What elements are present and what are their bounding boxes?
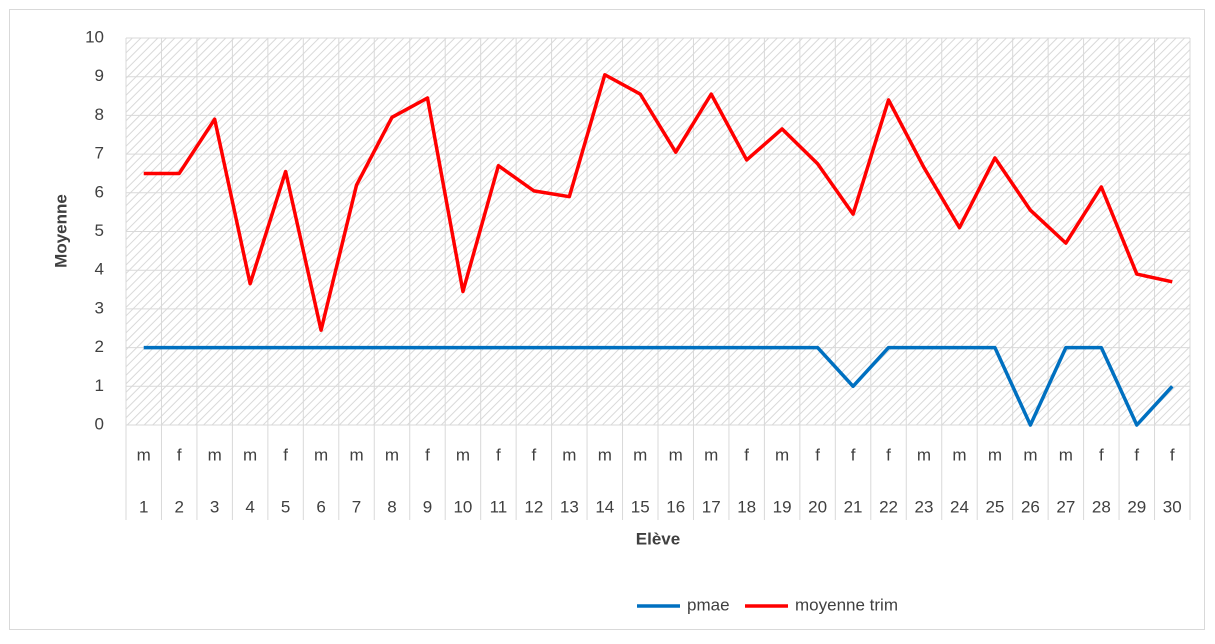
x-tick-label: 2 bbox=[174, 497, 183, 516]
x-subcategory-label: m bbox=[952, 445, 966, 464]
x-subcategory-label: m bbox=[208, 445, 222, 464]
x-subcategory-label: m bbox=[633, 445, 647, 464]
x-subcategory-label: m bbox=[1023, 445, 1037, 464]
x-subcategory-label: m bbox=[775, 445, 789, 464]
x-subcategory-label: m bbox=[562, 445, 576, 464]
x-tick-label: 27 bbox=[1056, 497, 1075, 516]
x-subcategory-label: f bbox=[1134, 445, 1139, 464]
x-subcategory-label: f bbox=[1170, 445, 1175, 464]
y-tick-label: 2 bbox=[95, 337, 104, 356]
x-subcategory-label: f bbox=[177, 445, 182, 464]
x-tick-label: 19 bbox=[773, 497, 792, 516]
x-tick-label: 15 bbox=[631, 497, 650, 516]
x-tick-label: 26 bbox=[1021, 497, 1040, 516]
x-subcategory-label: m bbox=[456, 445, 470, 464]
x-subcategory-label: m bbox=[917, 445, 931, 464]
x-tick-label: 20 bbox=[808, 497, 827, 516]
x-tick-label: 3 bbox=[210, 497, 219, 516]
y-tick-label: 4 bbox=[95, 260, 104, 279]
x-tick-label: 6 bbox=[316, 497, 325, 516]
x-tick-label: 9 bbox=[423, 497, 432, 516]
x-tick-label: 17 bbox=[702, 497, 721, 516]
x-tick-label: 10 bbox=[453, 497, 472, 516]
x-tick-label: 8 bbox=[387, 497, 396, 516]
x-subcategory-label: m bbox=[704, 445, 718, 464]
y-axis-label: Moyenne bbox=[51, 194, 70, 268]
x-tick-label: 23 bbox=[915, 497, 934, 516]
x-subcategory-label: m bbox=[243, 445, 257, 464]
x-tick-label: 4 bbox=[245, 497, 254, 516]
x-subcategory-label: m bbox=[349, 445, 363, 464]
x-subcategory-label: m bbox=[988, 445, 1002, 464]
x-subcategory-label: f bbox=[815, 445, 820, 464]
x-tick-label: 22 bbox=[879, 497, 898, 516]
x-tick-label: 7 bbox=[352, 497, 361, 516]
x-subcategory-label: f bbox=[283, 445, 288, 464]
x-tick-label: 30 bbox=[1163, 497, 1182, 516]
x-subcategory-label: m bbox=[598, 445, 612, 464]
x-tick-label: 11 bbox=[490, 497, 508, 516]
y-tick-label: 9 bbox=[95, 66, 104, 85]
y-tick-label: 0 bbox=[95, 414, 104, 433]
x-subcategory-label: f bbox=[851, 445, 856, 464]
x-subcategory-label: f bbox=[744, 445, 749, 464]
x-subcategory-label: f bbox=[886, 445, 891, 464]
x-subcategory-label: m bbox=[314, 445, 328, 464]
y-tick-label: 5 bbox=[95, 221, 104, 240]
line bbox=[143, 345, 1174, 427]
x-axis-label: Elève bbox=[636, 529, 680, 548]
x-subcategory-label: f bbox=[425, 445, 430, 464]
x-tick-label: 5 bbox=[281, 497, 290, 516]
y-tick-label: 7 bbox=[95, 144, 104, 163]
y-tick-label: 1 bbox=[95, 376, 104, 395]
x-subcategory-label: m bbox=[669, 445, 683, 464]
x-tick-label: 28 bbox=[1092, 497, 1111, 516]
x-subcategory-label: m bbox=[1059, 445, 1073, 464]
x-tick-label: 16 bbox=[666, 497, 685, 516]
x-tick-label: 25 bbox=[985, 497, 1004, 516]
x-subcategory-label: f bbox=[496, 445, 501, 464]
x-tick-label: 18 bbox=[737, 497, 756, 516]
x-subcategory-label: f bbox=[1099, 445, 1104, 464]
x-tick-label: 1 bbox=[139, 497, 148, 516]
x-tick-label: 12 bbox=[524, 497, 543, 516]
line bbox=[143, 73, 1173, 332]
x-tick-label: 24 bbox=[950, 497, 969, 516]
legend-label: pmae bbox=[687, 595, 730, 614]
x-subcategory-label: m bbox=[137, 445, 151, 464]
y-tick-label: 6 bbox=[95, 182, 104, 201]
x-tick-label: 29 bbox=[1127, 497, 1146, 516]
legend-label: moyenne trim bbox=[795, 595, 898, 614]
x-tick-label: 21 bbox=[844, 497, 863, 516]
x-tick-label: 14 bbox=[595, 497, 614, 516]
x-subcategory-label: m bbox=[385, 445, 399, 464]
x-subcategory-label: f bbox=[531, 445, 536, 464]
y-tick-label: 8 bbox=[95, 105, 104, 124]
x-tick-label: 13 bbox=[560, 497, 579, 516]
y-tick-label: 3 bbox=[95, 298, 104, 317]
y-tick-label: 10 bbox=[85, 27, 104, 46]
